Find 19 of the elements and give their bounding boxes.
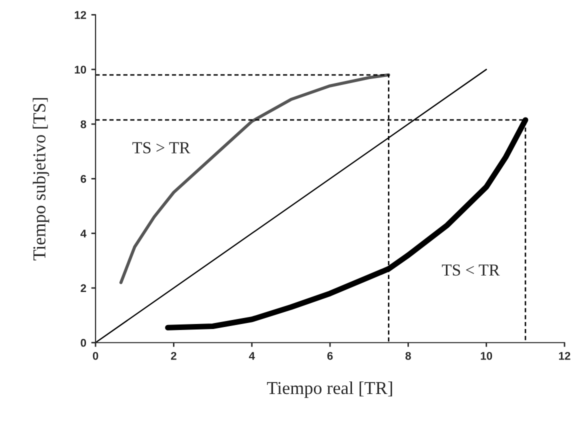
y-axis-title: Tiempo subjetivo [TS] [32, 98, 50, 260]
line-series [119, 73, 390, 284]
y-tick-label: 6 [80, 174, 86, 183]
y-tick-label: 10 [74, 66, 86, 74]
x-tick-label: 2 [170, 352, 176, 360]
x-tick-label: 8 [405, 352, 411, 360]
y-tick-label: 2 [80, 284, 86, 292]
y-tick-label: 0 [80, 338, 86, 347]
y-tick-label: 12 [74, 11, 86, 19]
x-tick-label: 12 [559, 352, 570, 360]
x-tick-label: 0 [92, 352, 98, 360]
x-tick-label: 6 [327, 352, 333, 360]
y-tick-label: 4 [80, 230, 86, 238]
y-tick-label: 8 [80, 120, 86, 128]
x-axis-title: Tiempo real [TR] [267, 381, 392, 398]
x-tick-label: 10 [480, 352, 492, 360]
annotation: TS > TR [132, 142, 190, 154]
x-tick-label: 4 [248, 352, 255, 360]
annotation: TS < TR [442, 264, 500, 276]
